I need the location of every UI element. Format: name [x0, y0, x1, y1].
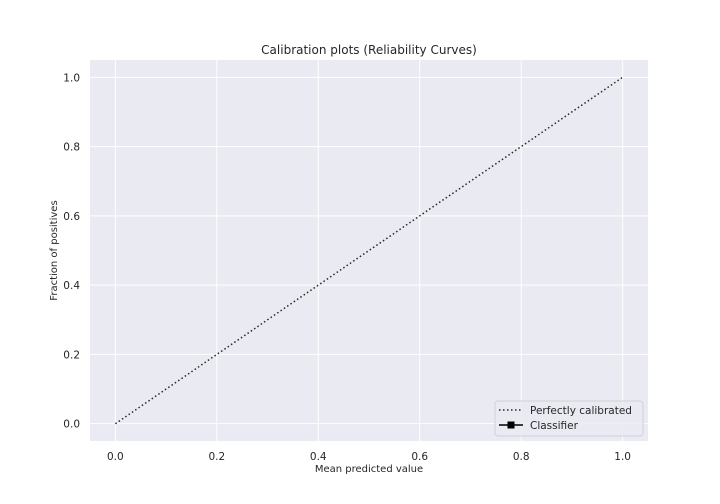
x-axis-label: Mean predicted value — [315, 464, 423, 475]
legend: Perfectly calibrated Classifier — [494, 400, 644, 437]
legend-entry-perfectly-calibrated: Perfectly calibrated — [530, 405, 632, 417]
y-tick-label: 0.0 — [63, 419, 80, 431]
x-tick-label: 0.6 — [411, 451, 428, 463]
grid — [90, 60, 648, 441]
legend-box — [494, 400, 644, 437]
x-tick-label: 0.8 — [513, 451, 530, 463]
y-tick-label: 0.6 — [63, 211, 80, 223]
y-tick-label: 0.4 — [63, 280, 80, 292]
y-axis-label: Fraction of positives — [49, 200, 60, 300]
legend-entry-classifier: Classifier — [530, 420, 579, 432]
chart-title: Calibration plots (Reliability Curves) — [261, 43, 477, 57]
x-tick-label: 0.0 — [107, 451, 124, 463]
y-tick-label: 0.2 — [63, 349, 80, 361]
y-tick-label: 0.8 — [63, 142, 80, 154]
plot-area — [90, 60, 648, 441]
tick-labels: 0.0 0.2 0.4 0.6 0.8 1.0 0.0 0.2 0.4 0.6 0.8 1.0 — [63, 72, 631, 463]
x-tick-label: 0.4 — [310, 451, 327, 463]
x-tick-label: 1.0 — [614, 451, 631, 463]
y-tick-label: 1.0 — [63, 72, 80, 84]
x-tick-label: 0.2 — [208, 451, 225, 463]
legend-marker-classifier — [507, 421, 515, 429]
